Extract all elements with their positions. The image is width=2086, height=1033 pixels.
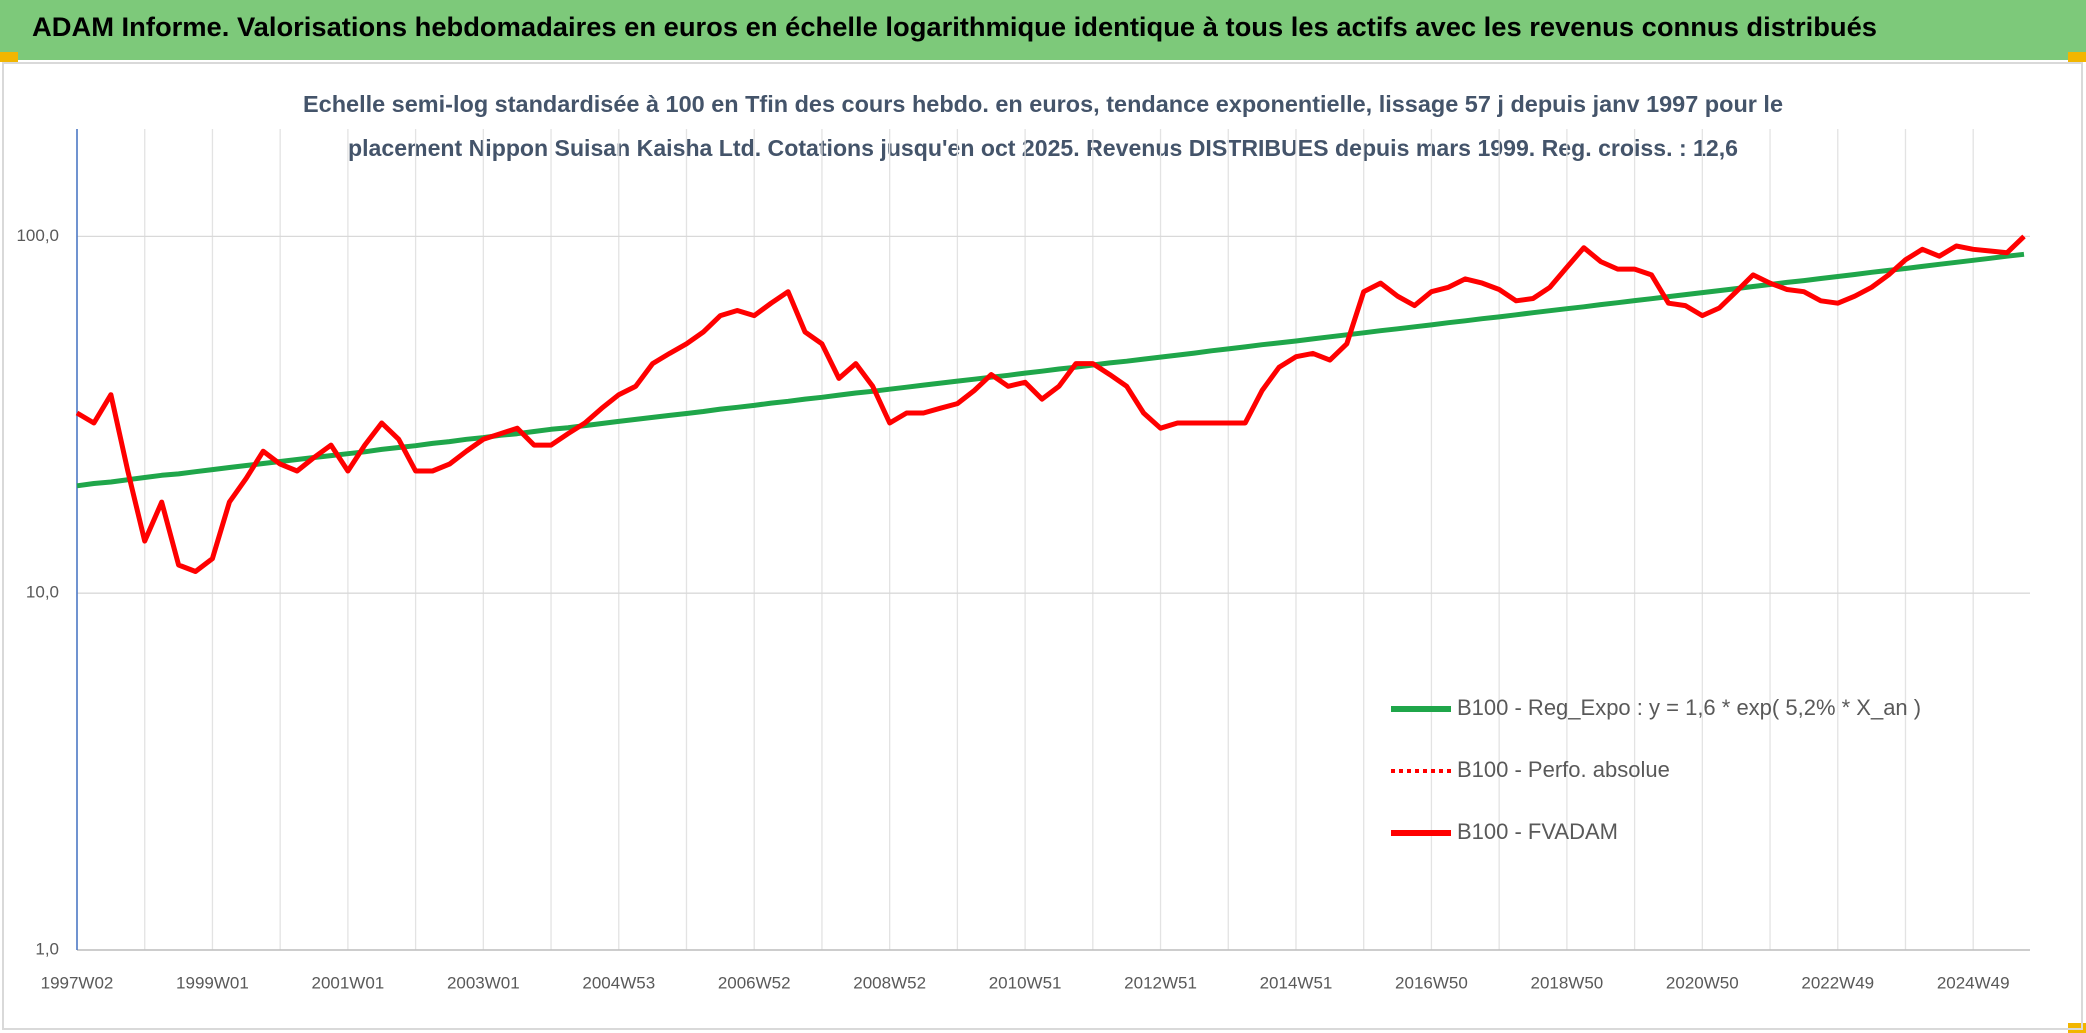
chart-title: ADAM Informe. Valorisations hebdomadaire… bbox=[32, 12, 1877, 42]
x-tick-label: 2001W01 bbox=[311, 973, 384, 992]
x-tick-label: 2006W52 bbox=[718, 973, 791, 992]
x-tick-label: 2003W01 bbox=[447, 973, 520, 992]
corner bbox=[2068, 52, 2086, 62]
x-tick-label: 2016W50 bbox=[1395, 973, 1468, 992]
panel-border bbox=[2, 62, 2083, 1030]
legend-label: B100 - Perfo. absolue bbox=[1457, 757, 1670, 782]
y-tick-label: 10,0 bbox=[26, 583, 59, 602]
y-tick-label: 100,0 bbox=[16, 226, 59, 245]
y-tick-label: 1,0 bbox=[35, 939, 59, 958]
x-tick-label: 2022W49 bbox=[1801, 973, 1874, 992]
x-tick-label: 2020W50 bbox=[1666, 973, 1739, 992]
series-line bbox=[75, 234, 2026, 574]
x-tick-label: 2010W51 bbox=[989, 973, 1062, 992]
corner bbox=[0, 52, 18, 62]
x-tick-label: 1999W01 bbox=[176, 973, 249, 992]
x-tick-label: 1997W02 bbox=[41, 973, 114, 992]
legend-label: B100 - FVADAM bbox=[1457, 819, 1618, 844]
x-tick-label: 2008W52 bbox=[853, 973, 926, 992]
legend-label: B100 - Reg_Expo : y = 1,6 * exp( 5,2% * … bbox=[1457, 695, 1921, 720]
x-tick-label: 2004W53 bbox=[582, 973, 655, 992]
x-tick-label: 2012W51 bbox=[1124, 973, 1197, 992]
x-tick-label: 2014W51 bbox=[1260, 973, 1333, 992]
x-tick-label: 2018W50 bbox=[1530, 973, 1603, 992]
x-tick-label: 2024W49 bbox=[1937, 973, 2010, 992]
chart-subtitle: placement Nippon Suisan Kaisha Ltd. Cota… bbox=[348, 135, 1738, 161]
chart-subtitle: Echelle semi-log standardisée à 100 en T… bbox=[303, 91, 1783, 117]
header-bar bbox=[0, 0, 2086, 60]
